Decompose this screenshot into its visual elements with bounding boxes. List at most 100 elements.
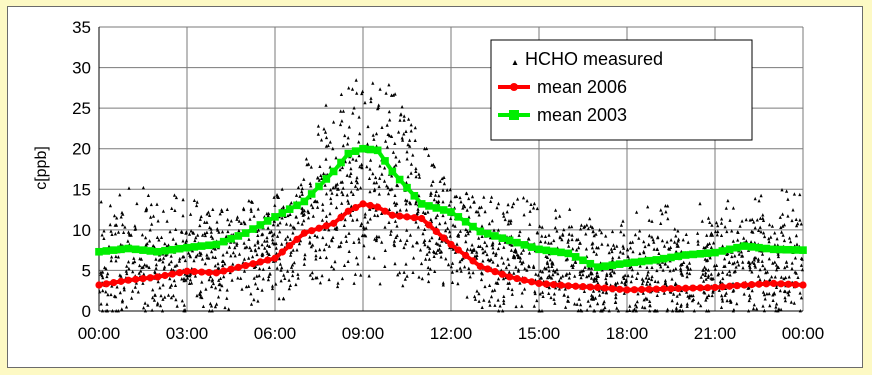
hcho-measured-point bbox=[558, 235, 562, 239]
hcho-measured-point bbox=[614, 295, 618, 300]
hcho-measured-point bbox=[277, 296, 281, 301]
hcho-measured-point bbox=[710, 223, 714, 227]
hcho-measured-point bbox=[403, 198, 408, 202]
hcho-measured-point bbox=[585, 223, 589, 227]
hcho-measured-point bbox=[269, 229, 273, 234]
mean-2006-point bbox=[359, 200, 367, 208]
hcho-measured-point bbox=[662, 291, 666, 295]
hcho-measured-point bbox=[324, 135, 329, 140]
hcho-measured-point bbox=[759, 193, 763, 198]
hcho-measured-point bbox=[321, 202, 325, 206]
hcho-measured-point bbox=[418, 248, 423, 252]
hcho-measured-point bbox=[110, 232, 114, 236]
hcho-measured-point bbox=[413, 138, 417, 142]
y-tick-label: 5 bbox=[82, 261, 91, 280]
hcho-measured-point bbox=[782, 223, 786, 227]
hcho-measured-point bbox=[506, 286, 510, 290]
hcho-measured-point bbox=[163, 265, 167, 269]
hcho-measured-point bbox=[655, 268, 659, 273]
hcho-measured-point bbox=[727, 269, 732, 273]
hcho-measured-point bbox=[324, 144, 328, 148]
hcho-measured-point bbox=[404, 208, 409, 212]
x-tick-label: 21:00 bbox=[694, 324, 737, 343]
hcho-measured-point bbox=[780, 188, 784, 192]
hcho-measured-point bbox=[630, 267, 634, 272]
mean-2003-point bbox=[271, 213, 279, 221]
hcho-measured-point bbox=[216, 295, 221, 299]
hcho-measured-point bbox=[308, 241, 312, 245]
hcho-measured-point bbox=[373, 187, 377, 191]
hcho-measured-point bbox=[713, 229, 718, 234]
hcho-measured-point bbox=[175, 263, 179, 267]
hcho-measured-point bbox=[594, 276, 598, 280]
hcho-measured-point bbox=[368, 217, 372, 221]
hcho-measured-point bbox=[749, 240, 753, 244]
hcho-measured-point bbox=[151, 288, 155, 292]
hcho-measured-point bbox=[402, 118, 406, 122]
hcho-measured-point bbox=[390, 187, 394, 191]
hcho-measured-point bbox=[615, 306, 619, 310]
hcho-measured-point bbox=[453, 194, 457, 199]
hcho-measured-point bbox=[287, 278, 291, 282]
hcho-measured-point bbox=[174, 227, 178, 231]
hcho-measured-point bbox=[354, 255, 359, 260]
hcho-measured-point bbox=[421, 210, 425, 214]
mean-2006-point bbox=[528, 278, 536, 286]
hcho-measured-point bbox=[157, 258, 161, 262]
hcho-measured-point bbox=[592, 309, 596, 313]
hcho-measured-point bbox=[363, 100, 367, 105]
hcho-measured-point bbox=[751, 306, 756, 311]
mean-2006-point bbox=[586, 283, 594, 291]
hcho-measured-point bbox=[256, 233, 260, 237]
hcho-measured-point bbox=[750, 288, 754, 293]
hcho-measured-point bbox=[184, 278, 188, 282]
hcho-measured-point bbox=[349, 204, 353, 208]
hcho-measured-point bbox=[579, 223, 583, 227]
hcho-measured-point bbox=[360, 91, 364, 96]
mean-2006-point bbox=[154, 273, 162, 281]
hcho-measured-point bbox=[719, 233, 724, 237]
hcho-measured-point bbox=[507, 262, 511, 267]
hcho-measured-point bbox=[299, 182, 303, 187]
hcho-measured-point bbox=[237, 219, 241, 223]
hcho-measured-point bbox=[775, 265, 779, 269]
hcho-measured-point bbox=[163, 295, 167, 299]
hcho-measured-point bbox=[509, 248, 513, 252]
hcho-measured-point bbox=[329, 201, 333, 205]
hcho-measured-point bbox=[539, 239, 543, 244]
hcho-measured-point bbox=[145, 208, 149, 212]
hcho-measured-point bbox=[400, 105, 404, 109]
hcho-measured-point bbox=[308, 181, 312, 185]
hcho-measured-point bbox=[161, 209, 165, 213]
hcho-measured-point bbox=[631, 249, 635, 254]
hcho-measured-point bbox=[393, 193, 397, 197]
hcho-measured-point bbox=[443, 220, 447, 225]
hcho-measured-point bbox=[583, 224, 587, 228]
hcho-measured-point bbox=[579, 302, 583, 307]
hcho-measured-point bbox=[490, 289, 494, 293]
mean-2006-point bbox=[535, 279, 543, 288]
mean-2006-point bbox=[110, 279, 118, 287]
hcho-measured-point bbox=[247, 284, 251, 288]
hcho-measured-point bbox=[441, 281, 445, 285]
hcho-measured-point bbox=[514, 249, 518, 253]
mean-2006-point bbox=[183, 267, 191, 275]
hcho-measured-point bbox=[172, 278, 176, 283]
x-tick-labels: 00:00 03:00 06:00 09:00 12:00 15:00 18:00 21:00… bbox=[78, 324, 825, 343]
hcho-measured-point bbox=[647, 242, 651, 247]
hcho-measured-point bbox=[181, 255, 185, 259]
hcho-measured-point bbox=[432, 254, 436, 258]
hcho-measured-point bbox=[99, 302, 103, 306]
hcho-measured-point bbox=[675, 241, 679, 246]
hcho-measured-point bbox=[619, 223, 623, 227]
mean-2006-point bbox=[726, 282, 734, 290]
hcho-measured-point bbox=[615, 281, 620, 285]
hcho-measured-point bbox=[685, 271, 689, 275]
hcho-measured-point bbox=[760, 252, 765, 256]
hcho-measured-point bbox=[193, 238, 197, 243]
hcho-measured-point bbox=[398, 208, 402, 212]
mean-2006-point bbox=[227, 265, 235, 273]
hcho-measured-point bbox=[329, 196, 333, 201]
hcho-measured-point bbox=[581, 268, 585, 273]
hcho-measured-point bbox=[453, 224, 457, 228]
